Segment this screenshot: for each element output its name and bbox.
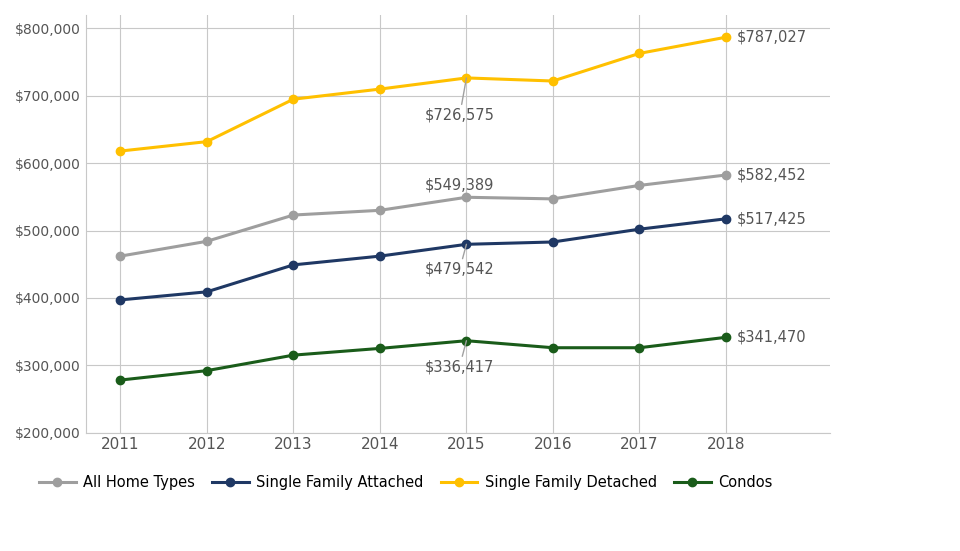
Text: $341,470: $341,470 [736,330,806,345]
Text: $336,417: $336,417 [425,341,494,374]
Legend: All Home Types, Single Family Attached, Single Family Detached, Condos: All Home Types, Single Family Attached, … [34,469,779,496]
Text: $582,452: $582,452 [736,168,806,182]
Text: $787,027: $787,027 [736,30,806,45]
Text: $549,389: $549,389 [425,177,494,197]
Text: $726,575: $726,575 [425,78,494,122]
Text: $479,542: $479,542 [425,244,494,277]
Text: $517,425: $517,425 [736,211,806,226]
